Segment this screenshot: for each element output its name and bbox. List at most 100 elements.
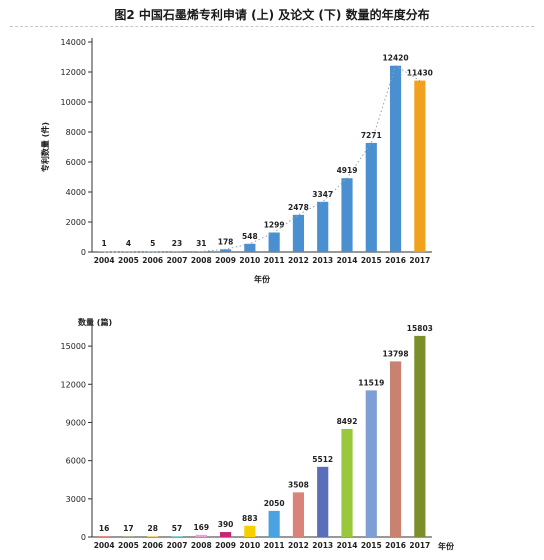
data-label-2009: 178 [218,237,234,246]
bar-2008 [195,534,207,537]
data-label-2015: 11519 [358,378,384,387]
data-label-2012: 3508 [288,480,309,489]
bar-2016 [389,361,402,537]
bar-2005 [122,536,135,537]
x-tick-label: 2007 [167,541,188,550]
x-tick-label: 2005 [118,541,139,550]
data-label-2016: 13798 [383,349,409,358]
data-label-2012: 2478 [288,203,309,212]
y-axis-title: 数量 (篇) [78,317,112,327]
bar-2015 [365,142,377,252]
y-tick-label: 0 [81,533,86,542]
x-tick-label: 2009 [215,256,236,265]
bar-2012 [292,214,305,252]
bar-2016 [389,65,402,252]
x-tick-label: 2010 [239,256,260,265]
x-tick-label: 2011 [264,541,285,550]
bar-2007 [171,536,183,537]
y-tick-label: 6000 [66,158,86,167]
x-tick-label: 2017 [409,541,430,550]
y-tick-label: 10000 [61,98,86,107]
data-label-2005: 17 [123,524,133,533]
data-label-2013: 3347 [312,190,333,199]
data-label-2006: 28 [147,524,157,533]
x-tick-label: 2009 [215,541,236,550]
bar-2015 [365,390,377,537]
x-tick-label: 2012 [288,541,309,550]
bar-2017 [414,80,426,252]
data-label-2011: 2050 [264,499,285,508]
x-tick-label: 2008 [191,541,212,550]
y-tick-label: 4000 [66,188,86,197]
x-tick-label: 2014 [337,256,358,265]
bar-2012 [292,492,305,537]
x-tick-label: 2013 [312,256,333,265]
title-divider [10,26,534,27]
x-tick-label: 2013 [312,541,333,550]
x-axis-title: 年份 [254,274,271,284]
bar-2013 [317,466,329,537]
bar-2004 [98,536,110,537]
figure-title: 图2 中国石墨烯专利申请 (上) 及论文 (下) 数量的年度分布 [114,8,430,22]
x-tick-label: 2008 [191,256,212,265]
bar-2009 [219,249,232,252]
data-label-2004: 1 [102,239,107,248]
patent-chart: 0 2000 4000 6000 8000 10000 12000 14000 1 2004 4 20… [40,38,433,284]
data-label-2013: 5512 [312,455,333,464]
x-tick-label: 2006 [142,541,163,550]
bar-2010 [244,525,256,537]
data-label-2008: 31 [196,239,206,248]
x-tick-label: 2014 [337,541,358,550]
data-label-2005: 4 [126,239,131,248]
data-label-2006: 5 [150,239,155,248]
y-tick-label: 12000 [61,380,86,389]
x-tick-label: 2004 [94,256,115,265]
paper-chart: 0 3000 6000 9000 12000 15000 16 2004 17 2005 28 200… [61,317,455,551]
data-label-2007: 23 [172,239,182,248]
bar-2013 [317,201,329,252]
bar-2014 [341,178,353,252]
data-label-2004: 16 [99,524,109,533]
y-tick-label: 8000 [66,128,86,137]
data-label-2009: 390 [218,520,234,529]
data-label-2017: 11430 [407,69,433,78]
x-tick-label: 2015 [361,256,382,265]
bar-2006 [147,536,159,537]
data-label-2015: 7271 [361,131,382,140]
x-tick-label: 2011 [264,256,285,265]
x-axis-title: 年份 [438,541,455,551]
trend-line [104,64,421,253]
x-tick-label: 2015 [361,541,382,550]
data-label-2014: 8492 [337,417,358,426]
data-label-2010: 548 [242,232,258,241]
y-tick-label: 9000 [66,418,86,427]
x-tick-label: 2017 [409,256,430,265]
y-tick-label: 14000 [61,38,86,47]
x-tick-label: 2010 [239,541,260,550]
bar-2011 [268,510,280,537]
x-tick-label: 2004 [94,541,115,550]
data-label-2008: 169 [193,523,209,532]
y-tick-label: 3000 [66,495,86,504]
bar-2011 [268,232,280,252]
y-axis-title: 专利数量 (件) [40,122,50,172]
bar-2009 [219,532,232,537]
x-tick-label: 2012 [288,256,309,265]
x-tick-label: 2016 [385,256,406,265]
x-tick-label: 2005 [118,256,139,265]
y-tick-label: 15000 [61,342,86,351]
x-tick-label: 2007 [167,256,188,265]
y-tick-label: 0 [81,248,86,257]
bar-2017 [414,335,426,537]
bar-2014 [341,428,353,537]
data-label-2016: 12420 [383,54,409,63]
data-label-2010: 883 [242,514,258,523]
y-tick-label: 12000 [61,68,86,77]
y-tick-label: 6000 [66,457,86,466]
data-label-2017: 15803 [407,324,433,333]
data-label-2007: 57 [172,524,182,533]
data-label-2014: 4919 [337,166,358,175]
y-tick-label: 2000 [66,218,86,227]
x-tick-label: 2006 [142,256,163,265]
x-tick-label: 2016 [385,541,406,550]
